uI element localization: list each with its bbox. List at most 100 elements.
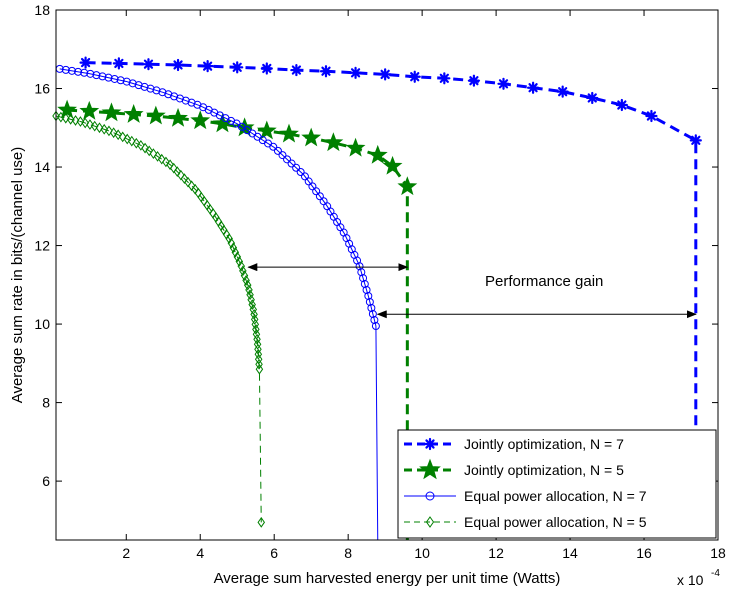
data-point <box>173 166 182 178</box>
legend-label: Jointly optimization, N = 7 <box>464 436 624 452</box>
data-point <box>86 69 95 78</box>
x-tick-label: 6 <box>270 545 278 561</box>
legend-entry-3: Equal power allocation, N = 7 <box>404 488 647 504</box>
data-point <box>145 105 166 125</box>
data-point <box>79 56 92 69</box>
data-point <box>365 297 374 306</box>
data-point <box>181 96 190 105</box>
x-multiplier-exponent: -4 <box>711 568 720 579</box>
data-point <box>177 169 185 181</box>
data-point <box>170 92 179 101</box>
y-tick-label: 6 <box>42 473 50 489</box>
data-point <box>116 76 125 85</box>
data-point <box>74 67 83 76</box>
x-tick-label: 16 <box>636 545 652 561</box>
data-point <box>408 70 421 83</box>
x-tick-label: 18 <box>710 545 726 561</box>
data-point <box>212 113 233 133</box>
data-point <box>166 159 174 171</box>
data-point <box>157 153 166 165</box>
legend-label: Equal power allocation, N = 7 <box>464 488 647 504</box>
data-point <box>229 242 238 254</box>
data-point <box>251 318 260 330</box>
legend-box <box>397 429 717 539</box>
data-point <box>61 65 70 74</box>
data-point <box>90 120 99 132</box>
data-point <box>141 142 149 154</box>
y-tick-label: 14 <box>34 159 50 175</box>
data-point <box>109 127 118 139</box>
data-point <box>137 139 145 151</box>
data-point <box>278 151 287 160</box>
data-point <box>425 516 435 528</box>
data-point <box>246 289 254 301</box>
data-point <box>118 131 127 143</box>
data-point <box>253 333 261 345</box>
x-tick-label: 4 <box>196 545 204 561</box>
data-point <box>526 81 540 94</box>
data-point <box>132 137 141 149</box>
data-point <box>180 173 189 185</box>
data-point <box>254 348 263 360</box>
data-point <box>235 256 244 267</box>
y-axis-ticks: 6 8 10 12 14 16 18 <box>34 2 718 489</box>
data-point <box>248 299 256 310</box>
data-point <box>100 123 108 135</box>
x-axis-label: Average sum harvested energy per unit ti… <box>214 570 561 587</box>
data-point <box>323 132 344 152</box>
data-point <box>175 94 184 103</box>
data-point <box>359 274 368 283</box>
data-point <box>140 82 149 91</box>
y-tick-label: 10 <box>34 316 50 332</box>
series-3 <box>55 64 380 541</box>
data-point <box>256 120 277 140</box>
data-point <box>239 265 247 277</box>
data-point <box>142 58 155 71</box>
data-point <box>689 134 702 147</box>
x-tick-label: 10 <box>414 545 430 561</box>
data-point <box>168 107 188 127</box>
data-point <box>201 60 214 73</box>
data-point <box>304 177 313 186</box>
data-point <box>300 172 309 181</box>
x-tick-label: 14 <box>562 545 578 561</box>
data-point <box>187 180 196 192</box>
data-point <box>379 68 392 81</box>
series-layer <box>52 56 702 541</box>
data-point <box>187 98 196 107</box>
x-tick-label: 12 <box>488 545 504 561</box>
data-point <box>368 310 377 319</box>
x-axis-ticks: 2 4 6 8 10 12 14 16 18 <box>122 10 726 561</box>
data-point <box>162 156 170 168</box>
data-point <box>315 192 324 201</box>
data-point <box>292 163 301 172</box>
data-point <box>254 343 262 355</box>
data-point <box>283 155 292 164</box>
data-point <box>362 286 371 295</box>
data-point <box>104 73 113 82</box>
data-point <box>301 127 322 147</box>
data-point <box>349 66 362 79</box>
series-4 <box>52 110 266 528</box>
performance-gain-annotation: Performance gain <box>485 273 603 290</box>
data-point <box>367 144 388 164</box>
data-point <box>364 291 373 300</box>
y-tick-label: 16 <box>34 81 50 97</box>
data-point <box>382 155 403 175</box>
data-point <box>423 437 437 451</box>
data-point <box>279 123 299 143</box>
data-point <box>114 129 122 141</box>
data-point <box>95 122 104 134</box>
data-point <box>287 159 296 168</box>
data-point <box>243 279 252 291</box>
data-point <box>438 72 451 85</box>
data-point <box>71 115 80 126</box>
legend-entry-1: Jointly optimization, N = 7 <box>404 436 624 452</box>
legend-label: Equal power allocation, N = 5 <box>464 514 647 530</box>
data-point <box>247 294 255 306</box>
data-point <box>345 137 366 157</box>
data-point <box>290 63 303 77</box>
data-point <box>67 66 76 75</box>
data-point <box>556 85 569 98</box>
series-1 <box>79 56 702 442</box>
